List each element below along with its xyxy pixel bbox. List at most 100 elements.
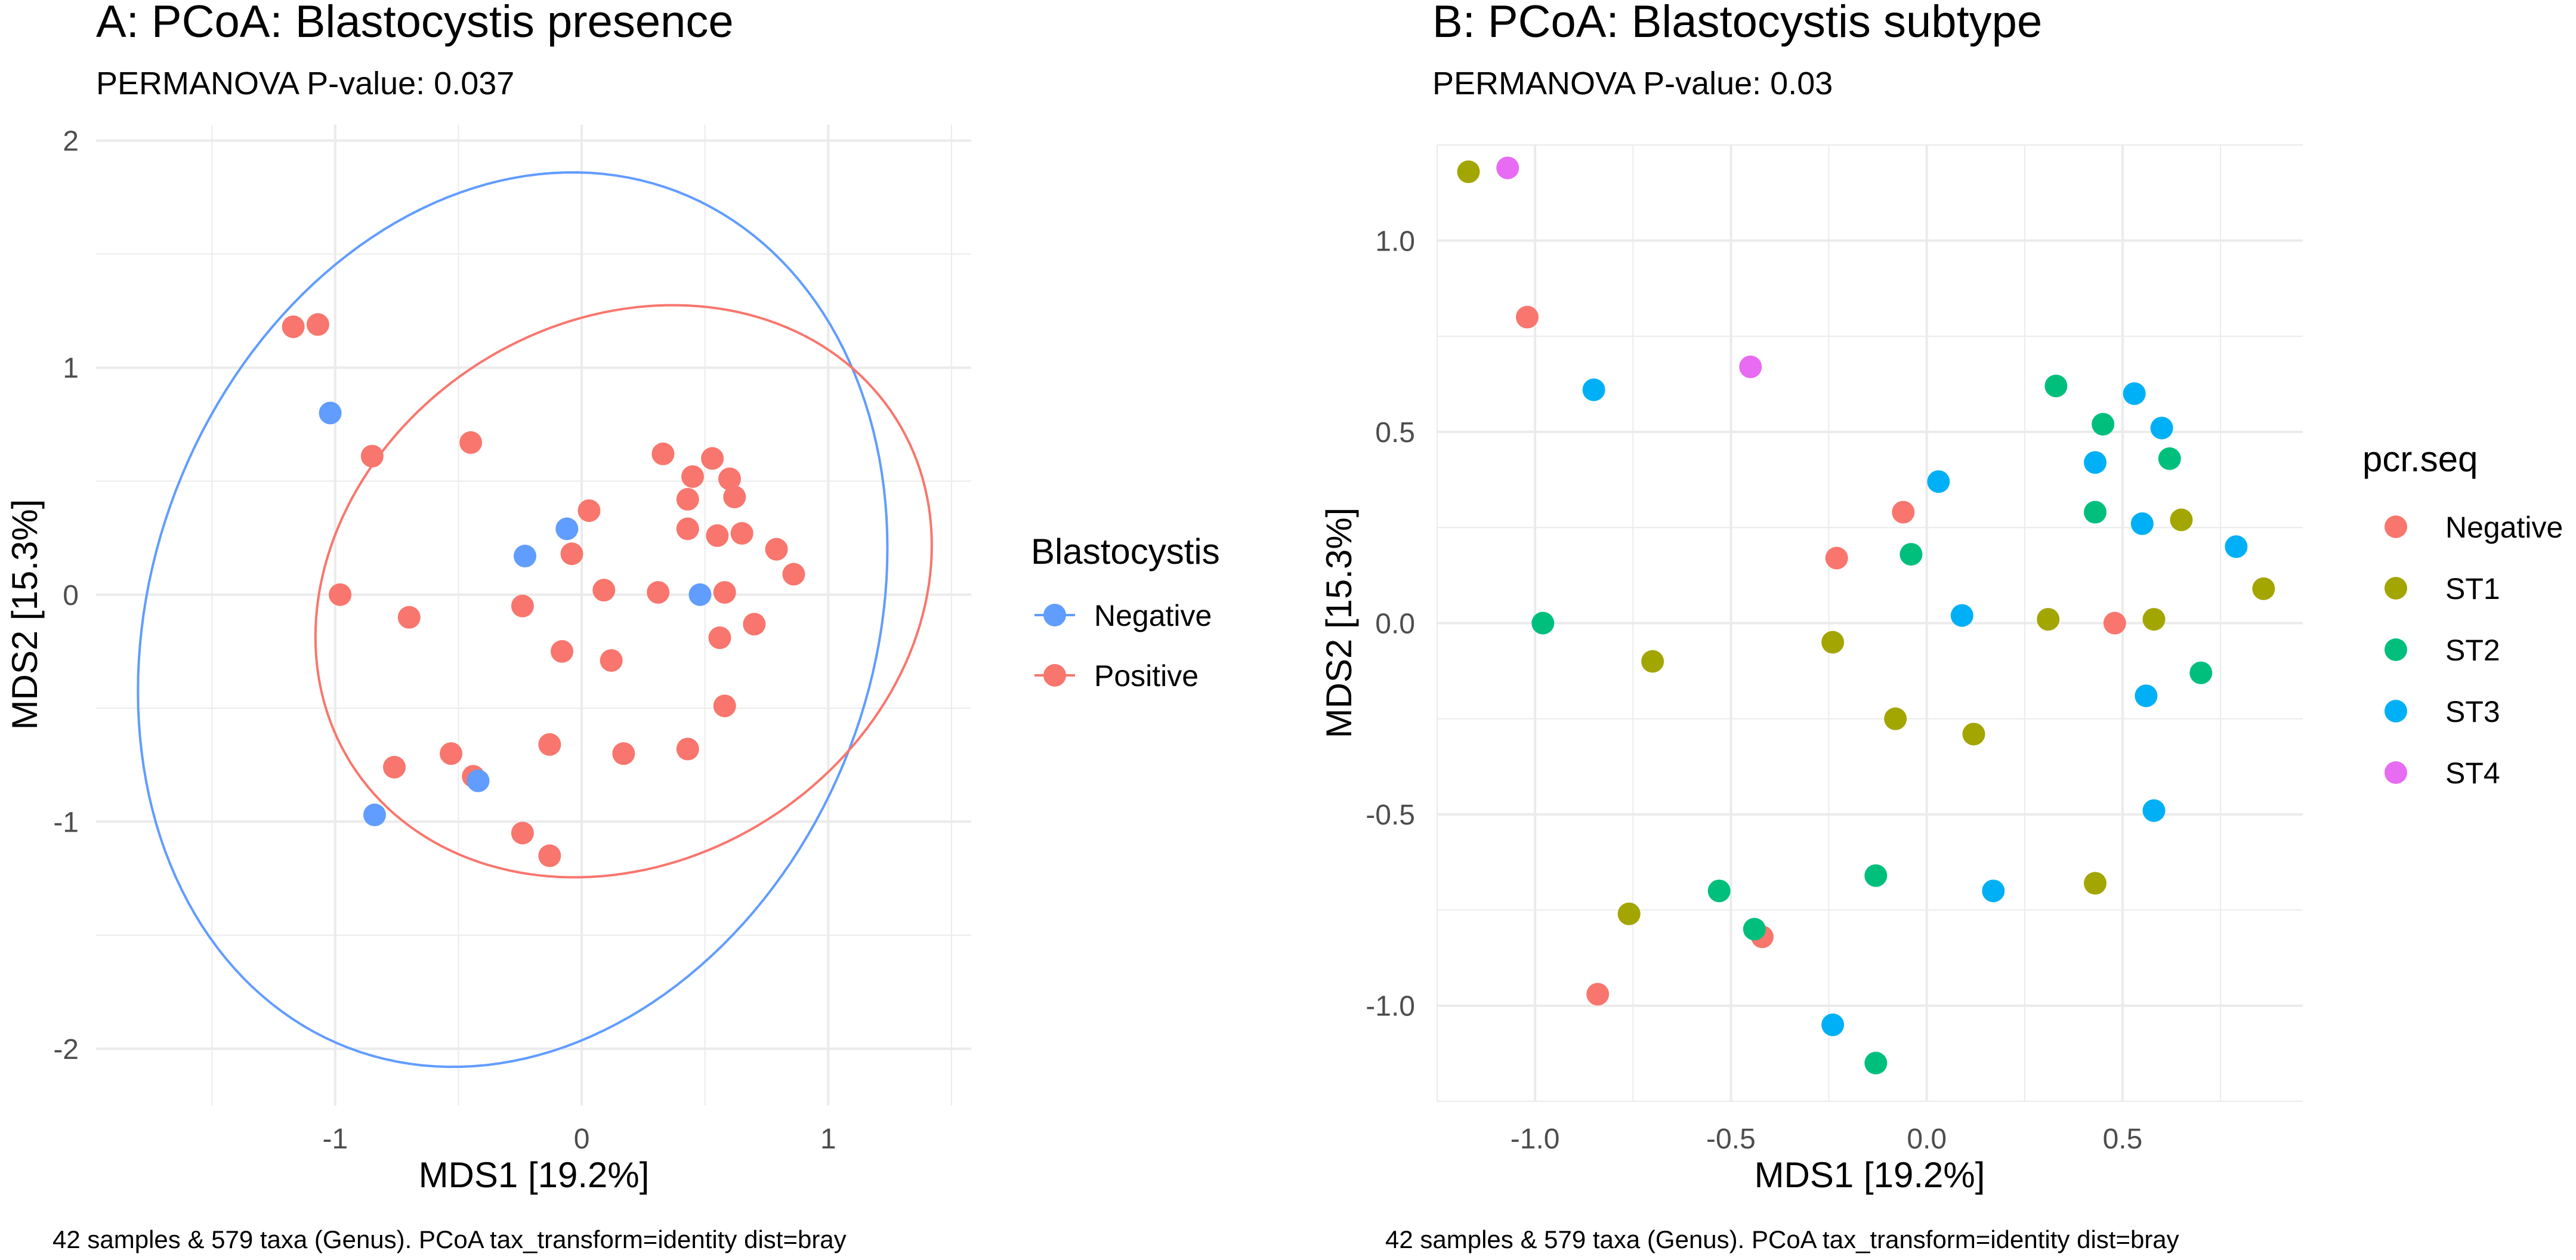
panel-a-subtitle: PERMANOVA P-value: 0.037 xyxy=(96,66,514,101)
panel-a-x-axis-title: MDS1 [19.2%] xyxy=(419,1155,650,1195)
point-positive xyxy=(676,487,699,511)
point-positive xyxy=(651,442,675,465)
point-positive xyxy=(306,313,329,336)
y-tick-label: -0.5 xyxy=(1366,799,1415,831)
point-st3 xyxy=(1821,1013,1845,1036)
panel-b-y-axis-title: MDS2 [15.3%] xyxy=(1319,508,1359,739)
point-st1 xyxy=(1821,631,1845,654)
legend-label: ST2 xyxy=(2445,634,2500,667)
panel-b-subtitle: PERMANOVA P-value: 0.03 xyxy=(1432,66,1833,101)
point-positive xyxy=(459,431,483,454)
point-negative xyxy=(319,402,342,425)
point-positive xyxy=(511,822,534,845)
y-tick-label: 1.0 xyxy=(1375,226,1415,257)
point-st3 xyxy=(2135,684,2158,708)
y-tick-label: -1 xyxy=(53,807,79,838)
panel-a-title: A: PCoA: Blastocystis presence xyxy=(96,0,734,47)
point-st1 xyxy=(2252,577,2275,600)
point-positive xyxy=(708,626,731,650)
point-st2 xyxy=(1707,879,1731,903)
legend-key-st4 xyxy=(2385,761,2407,784)
point-positive xyxy=(723,486,746,509)
point-negative xyxy=(2103,612,2126,635)
point-positive xyxy=(360,444,384,468)
point-positive xyxy=(600,649,623,672)
point-positive xyxy=(782,563,805,586)
point-positive xyxy=(397,606,421,629)
point-st3 xyxy=(1982,879,2005,903)
point-positive xyxy=(713,694,736,718)
point-st3 xyxy=(1950,604,1973,627)
point-positive xyxy=(329,583,352,606)
legend-label: ST4 xyxy=(2445,756,2500,790)
y-tick-label: 2 xyxy=(63,126,79,158)
point-st3 xyxy=(2130,512,2154,535)
point-st2 xyxy=(2044,374,2068,397)
point-st2 xyxy=(2092,413,2115,436)
point-positive xyxy=(706,524,729,547)
point-negative xyxy=(1892,501,1915,524)
y-tick-label: -2 xyxy=(53,1034,79,1066)
point-st3 xyxy=(2225,535,2248,558)
panel-a: A: PCoA: Blastocystis presence PERMANOVA… xyxy=(5,0,1220,1253)
point-negative xyxy=(688,583,712,606)
x-tick-label: 0.0 xyxy=(1907,1123,1947,1155)
point-negative xyxy=(467,769,490,792)
point-negative xyxy=(555,517,579,541)
panel-b-caption: 42 samples & 579 taxa (Genus). PCoA tax_… xyxy=(1385,1225,2179,1253)
x-tick-label: -1.0 xyxy=(1511,1123,1560,1155)
point-st1 xyxy=(2037,608,2060,631)
point-st2 xyxy=(1864,1051,1888,1074)
point-positive xyxy=(701,447,724,470)
point-positive xyxy=(560,542,583,566)
point-negative xyxy=(363,803,386,826)
point-positive xyxy=(538,733,561,756)
legend-label: Positive xyxy=(1094,659,1199,693)
x-tick-label: -0.5 xyxy=(1706,1123,1756,1155)
point-positive xyxy=(511,594,534,617)
legend-key-st1 xyxy=(2385,577,2407,600)
point-positive xyxy=(676,517,699,541)
panel-b-plot: -1.0 -0.5 0.0 0.5 -1.0 -0.5 0.0 0.5 1.0 xyxy=(1366,144,2303,1155)
legend-key-negative xyxy=(2385,515,2407,538)
point-negative xyxy=(514,545,537,568)
legend-key-negative xyxy=(1043,604,1066,626)
point-st1 xyxy=(1457,160,1480,183)
legend-label: ST3 xyxy=(2445,695,2500,728)
y-tick-label: 0.5 xyxy=(1375,417,1415,449)
point-positive xyxy=(577,499,601,522)
point-positive xyxy=(383,755,406,779)
y-tick-label: -1.0 xyxy=(1366,991,1415,1023)
panel-a-plot: -1 0 1 -2 -1 0 1 2 xyxy=(53,125,971,1155)
point-positive xyxy=(765,538,788,561)
panel-b-legend-title: pcr.seq xyxy=(2362,439,2478,479)
legend-key-st2 xyxy=(2385,638,2407,661)
panel-b: B: PCoA: Blastocystis subtype PERMANOVA … xyxy=(1319,0,2563,1253)
ellipse-negative xyxy=(137,171,889,1068)
point-st2 xyxy=(2084,501,2107,524)
point-positive xyxy=(730,522,753,545)
point-positive xyxy=(551,640,574,663)
point-st3 xyxy=(2142,799,2166,822)
point-negative xyxy=(1825,546,1848,570)
ellipse-positive xyxy=(314,304,933,879)
point-st3 xyxy=(2123,382,2146,405)
point-positive xyxy=(538,844,561,867)
point-st2 xyxy=(1531,612,1555,635)
x-tick-label: 0 xyxy=(574,1123,590,1155)
point-st4 xyxy=(1496,156,1519,180)
point-st4 xyxy=(1739,355,1762,378)
point-st1 xyxy=(1617,902,1641,925)
legend-label: Negative xyxy=(1094,599,1212,632)
point-st2 xyxy=(1864,864,1888,887)
point-st1 xyxy=(2142,608,2166,631)
panel-b-x-axis-title: MDS1 [19.2%] xyxy=(1755,1155,1985,1195)
point-st1 xyxy=(1884,707,1907,730)
panel-b-legend: Negative ST1 ST2 ST3 ST4 xyxy=(2385,511,2563,790)
point-positive xyxy=(592,579,616,602)
point-st2 xyxy=(2158,447,2181,470)
point-st2 xyxy=(1899,543,1923,566)
point-positive xyxy=(743,613,766,636)
point-st3 xyxy=(2084,451,2107,474)
